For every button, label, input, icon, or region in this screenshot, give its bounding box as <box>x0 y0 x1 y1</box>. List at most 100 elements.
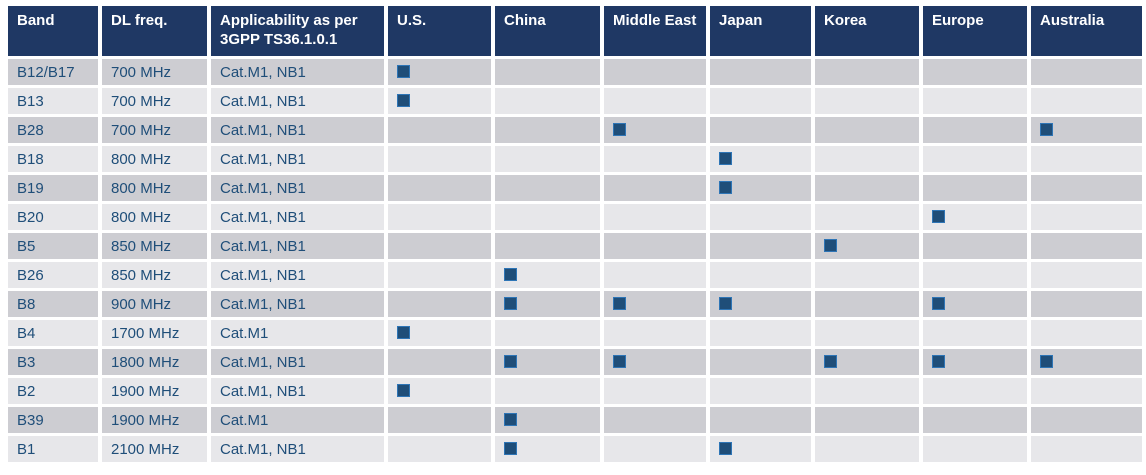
applicability-cell: Cat.M1, NB1 <box>211 175 384 201</box>
region-cell-china <box>495 204 600 230</box>
region-cell-middle-east <box>604 349 706 375</box>
dl-freq-cell: 800 MHz <box>102 146 207 172</box>
region-cell-middle-east <box>604 146 706 172</box>
region-cell-china <box>495 59 600 85</box>
band-cell: B1 <box>8 436 98 462</box>
band-cell: B12/B17 <box>8 59 98 85</box>
region-cell-u-s <box>388 436 491 462</box>
applicable-marker-icon <box>932 355 945 369</box>
col-header-china: China <box>495 6 600 56</box>
table-row: B19 800 MHz Cat.M1, NB1 <box>8 175 1142 201</box>
dl-freq-cell: 700 MHz <box>102 88 207 114</box>
table-row: B18 800 MHz Cat.M1, NB1 <box>8 146 1142 172</box>
applicable-marker-icon <box>504 442 517 456</box>
region-cell-middle-east <box>604 436 706 462</box>
region-cell-korea <box>815 233 919 259</box>
table-row: B13 700 MHz Cat.M1, NB1 <box>8 88 1142 114</box>
applicable-marker-icon <box>397 326 410 340</box>
dl-freq-cell: 900 MHz <box>102 291 207 317</box>
region-cell-europe <box>923 59 1027 85</box>
applicable-marker-icon <box>932 210 945 224</box>
applicable-marker-icon <box>613 297 626 311</box>
region-cell-middle-east <box>604 320 706 346</box>
dl-freq-cell: 1800 MHz <box>102 349 207 375</box>
region-cell-u-s <box>388 320 491 346</box>
region-cell-japan <box>710 436 811 462</box>
applicable-marker-icon <box>719 297 732 311</box>
applicable-marker-icon <box>719 152 732 166</box>
header-row: Band DL freq. Applicability as per 3GPP … <box>8 6 1142 56</box>
region-cell-korea <box>815 262 919 288</box>
region-cell-china <box>495 320 600 346</box>
applicable-marker-icon <box>504 413 517 427</box>
table-row: B12/B17 700 MHz Cat.M1, NB1 <box>8 59 1142 85</box>
region-cell-japan <box>710 175 811 201</box>
table-row: B8 900 MHz Cat.M1, NB1 <box>8 291 1142 317</box>
region-cell-china <box>495 436 600 462</box>
region-cell-u-s <box>388 88 491 114</box>
region-cell-japan <box>710 262 811 288</box>
applicability-cell: Cat.M1, NB1 <box>211 88 384 114</box>
dl-freq-cell: 800 MHz <box>102 175 207 201</box>
table-row: B39 1900 MHz Cat.M1 <box>8 407 1142 433</box>
region-cell-europe <box>923 349 1027 375</box>
applicability-cell: Cat.M1, NB1 <box>211 233 384 259</box>
applicability-cell: Cat.M1, NB1 <box>211 117 384 143</box>
applicability-cell: Cat.M1, NB1 <box>211 146 384 172</box>
applicable-marker-icon <box>824 239 837 253</box>
applicability-cell: Cat.M1, NB1 <box>211 436 384 462</box>
dl-freq-cell: 850 MHz <box>102 262 207 288</box>
region-cell-china <box>495 378 600 404</box>
dl-freq-cell: 1900 MHz <box>102 407 207 433</box>
region-cell-korea <box>815 88 919 114</box>
region-cell-u-s <box>388 262 491 288</box>
table-row: B1 2100 MHz Cat.M1, NB1 <box>8 436 1142 462</box>
region-cell-australia <box>1031 146 1142 172</box>
region-cell-japan <box>710 407 811 433</box>
region-cell-u-s <box>388 349 491 375</box>
region-cell-japan <box>710 320 811 346</box>
region-cell-australia <box>1031 204 1142 230</box>
region-cell-europe <box>923 146 1027 172</box>
applicable-marker-icon <box>719 442 732 456</box>
region-cell-middle-east <box>604 291 706 317</box>
applicability-cell: Cat.M1 <box>211 407 384 433</box>
region-cell-europe <box>923 407 1027 433</box>
region-cell-europe <box>923 262 1027 288</box>
region-cell-europe <box>923 233 1027 259</box>
region-cell-europe <box>923 88 1027 114</box>
band-cell: B20 <box>8 204 98 230</box>
col-header-middle-east: Middle East <box>604 6 706 56</box>
applicable-marker-icon <box>397 384 410 398</box>
region-cell-middle-east <box>604 88 706 114</box>
region-cell-europe <box>923 175 1027 201</box>
region-cell-korea <box>815 349 919 375</box>
band-cell: B18 <box>8 146 98 172</box>
region-cell-japan <box>710 146 811 172</box>
applicable-marker-icon <box>932 297 945 311</box>
band-cell: B3 <box>8 349 98 375</box>
region-cell-u-s <box>388 204 491 230</box>
applicability-cell: Cat.M1, NB1 <box>211 378 384 404</box>
applicable-marker-icon <box>397 94 410 108</box>
applicable-marker-icon <box>1040 355 1053 369</box>
region-cell-australia <box>1031 436 1142 462</box>
table-header: Band DL freq. Applicability as per 3GPP … <box>8 6 1142 56</box>
dl-freq-cell: 700 MHz <box>102 59 207 85</box>
region-cell-china <box>495 407 600 433</box>
region-cell-u-s <box>388 407 491 433</box>
region-cell-japan <box>710 378 811 404</box>
region-cell-australia <box>1031 59 1142 85</box>
region-cell-china <box>495 117 600 143</box>
region-cell-korea <box>815 146 919 172</box>
region-cell-korea <box>815 117 919 143</box>
region-cell-australia <box>1031 349 1142 375</box>
applicable-marker-icon <box>504 268 517 282</box>
region-cell-middle-east <box>604 204 706 230</box>
region-cell-japan <box>710 204 811 230</box>
region-cell-japan <box>710 59 811 85</box>
region-cell-china <box>495 233 600 259</box>
applicable-marker-icon <box>719 181 732 195</box>
region-cell-china <box>495 262 600 288</box>
applicability-cell: Cat.M1, NB1 <box>211 204 384 230</box>
